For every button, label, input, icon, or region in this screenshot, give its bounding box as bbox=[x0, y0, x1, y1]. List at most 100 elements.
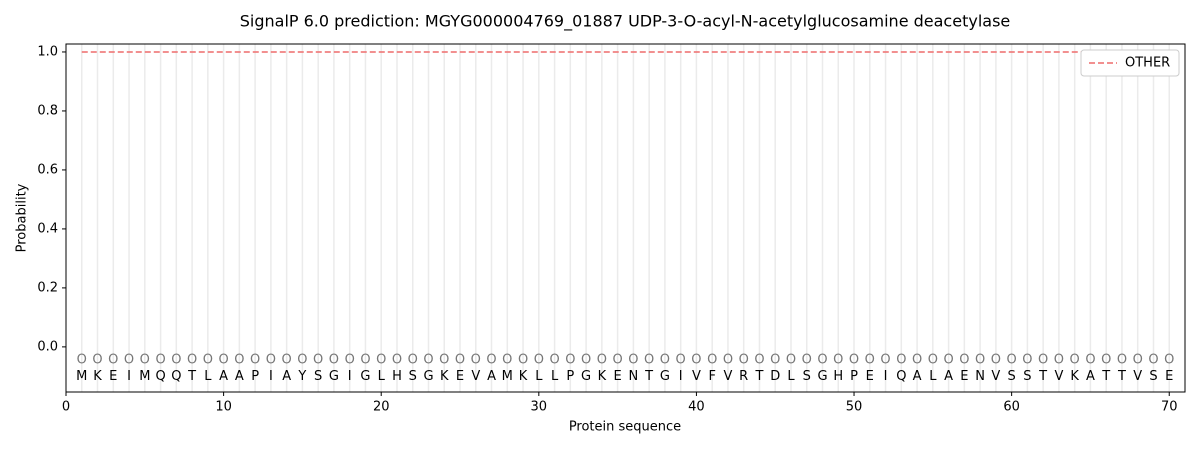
predicted-label: O bbox=[549, 353, 559, 368]
residue-letter: A bbox=[282, 369, 291, 384]
predicted-label: O bbox=[502, 353, 512, 368]
residue-letter: Q bbox=[171, 369, 181, 384]
residue-letter: P bbox=[850, 369, 858, 384]
residue-letter: G bbox=[581, 369, 591, 384]
residue-letter: S bbox=[409, 369, 417, 384]
residue-letter: P bbox=[251, 369, 259, 384]
predicted-label: O bbox=[92, 353, 102, 368]
residue-letter: S bbox=[1023, 369, 1031, 384]
predicted-label: O bbox=[597, 353, 607, 368]
residue-letter: K bbox=[1070, 369, 1079, 384]
residue-letter: Q bbox=[155, 369, 165, 384]
predicted-label: O bbox=[392, 353, 402, 368]
legend-label: OTHER bbox=[1125, 56, 1170, 71]
residue-letter: V bbox=[1133, 369, 1142, 384]
residue-letter: G bbox=[817, 369, 827, 384]
y-tick-label: 0.4 bbox=[37, 221, 58, 236]
residue-letter: I bbox=[884, 369, 888, 384]
residue-letter: K bbox=[598, 369, 607, 384]
residue-letter: T bbox=[187, 369, 196, 384]
predicted-label: O bbox=[408, 353, 418, 368]
predicted-label: O bbox=[691, 353, 701, 368]
residue-letter: A bbox=[913, 369, 922, 384]
residue-letter: T bbox=[1038, 369, 1047, 384]
predicted-label: O bbox=[1038, 353, 1048, 368]
predicted-label: O bbox=[786, 353, 796, 368]
residue-letter: A bbox=[1086, 369, 1095, 384]
x-tick-label: 70 bbox=[1161, 400, 1178, 415]
residue-letter: E bbox=[109, 369, 117, 384]
predicted-label: O bbox=[959, 353, 969, 368]
x-tick-label: 50 bbox=[846, 400, 863, 415]
y-tick-label: 1.0 bbox=[37, 44, 58, 59]
x-axis-label: Protein sequence bbox=[569, 420, 681, 435]
residue-letter: A bbox=[487, 369, 496, 384]
residue-letter: L bbox=[929, 369, 937, 384]
predicted-label: O bbox=[1007, 353, 1017, 368]
residue-letter: I bbox=[348, 369, 352, 384]
predicted-label: O bbox=[849, 353, 859, 368]
predicted-label: O bbox=[1101, 353, 1111, 368]
y-tick-label: 0.0 bbox=[37, 339, 58, 354]
predicted-label: O bbox=[1054, 353, 1064, 368]
residue-letter: L bbox=[204, 369, 212, 384]
residue-letter: S bbox=[1008, 369, 1016, 384]
residue-letter: A bbox=[235, 369, 244, 384]
residue-letter: L bbox=[378, 369, 386, 384]
residue-letter: V bbox=[692, 369, 701, 384]
predicted-label: O bbox=[581, 353, 591, 368]
residue-letter: S bbox=[1149, 369, 1157, 384]
x-tick-label: 0 bbox=[62, 400, 70, 415]
predicted-label: O bbox=[912, 353, 922, 368]
residue-letter: V bbox=[471, 369, 480, 384]
residue-letter: E bbox=[960, 369, 968, 384]
predicted-label: O bbox=[928, 353, 938, 368]
x-tick-label: 10 bbox=[215, 400, 232, 415]
predicted-label: O bbox=[1164, 353, 1174, 368]
y-axis-label: Probability bbox=[15, 183, 30, 252]
plot-frame bbox=[65, 43, 1186, 393]
chart-title: SignalP 6.0 prediction: MGYG000004769_01… bbox=[240, 12, 1011, 32]
residue-letter: M bbox=[139, 369, 150, 384]
predicted-label: O bbox=[676, 353, 686, 368]
predicted-label: O bbox=[1085, 353, 1095, 368]
x-tick-label: 40 bbox=[688, 400, 705, 415]
predicted-label: O bbox=[313, 353, 323, 368]
predicted-label: O bbox=[1133, 353, 1143, 368]
residue-letter: K bbox=[93, 369, 102, 384]
predicted-label: O bbox=[124, 353, 134, 368]
predicted-label: O bbox=[360, 353, 370, 368]
predicted-label: O bbox=[723, 353, 733, 368]
predicted-label: O bbox=[660, 353, 670, 368]
residue-letter: V bbox=[1054, 369, 1063, 384]
predicted-label: O bbox=[455, 353, 465, 368]
predicted-label: O bbox=[628, 353, 638, 368]
residue-letter: E bbox=[456, 369, 464, 384]
residue-letter: H bbox=[392, 369, 402, 384]
residue-letter: E bbox=[866, 369, 874, 384]
y-tick-label: 0.2 bbox=[37, 280, 58, 295]
residue-letter: T bbox=[644, 369, 653, 384]
x-tick-label: 30 bbox=[531, 400, 548, 415]
predicted-label: O bbox=[739, 353, 749, 368]
y-tick-label: 0.8 bbox=[37, 103, 58, 118]
predicted-label: O bbox=[770, 353, 780, 368]
residue-letter: H bbox=[833, 369, 843, 384]
predicted-label: O bbox=[108, 353, 118, 368]
residue-letter: T bbox=[1117, 369, 1126, 384]
predicted-label: O bbox=[203, 353, 213, 368]
predicted-label: O bbox=[1070, 353, 1080, 368]
predicted-label: O bbox=[266, 353, 276, 368]
predicted-label: O bbox=[376, 353, 386, 368]
residue-letter: S bbox=[803, 369, 811, 384]
predicted-label: O bbox=[991, 353, 1001, 368]
predicted-label: O bbox=[534, 353, 544, 368]
residue-letter: L bbox=[787, 369, 795, 384]
predicted-label: O bbox=[817, 353, 827, 368]
x-tick-label: 60 bbox=[1003, 400, 1020, 415]
predicted-label: O bbox=[1022, 353, 1032, 368]
residue-letter: A bbox=[944, 369, 953, 384]
predicted-label: O bbox=[802, 353, 812, 368]
predicted-label: O bbox=[140, 353, 150, 368]
